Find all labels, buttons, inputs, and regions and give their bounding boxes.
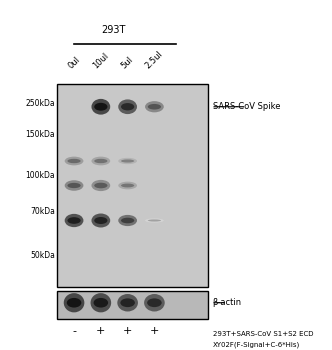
Ellipse shape bbox=[118, 99, 137, 114]
Text: +: + bbox=[150, 326, 159, 336]
Ellipse shape bbox=[121, 160, 134, 162]
Text: +: + bbox=[96, 326, 106, 336]
Ellipse shape bbox=[65, 157, 83, 166]
Ellipse shape bbox=[94, 298, 108, 308]
Ellipse shape bbox=[147, 298, 162, 307]
Text: 100kDa: 100kDa bbox=[26, 170, 55, 180]
Ellipse shape bbox=[91, 293, 111, 312]
Ellipse shape bbox=[94, 183, 108, 188]
Ellipse shape bbox=[67, 159, 81, 163]
Text: 70kDa: 70kDa bbox=[30, 207, 55, 216]
Ellipse shape bbox=[118, 182, 137, 189]
Ellipse shape bbox=[145, 101, 164, 112]
Text: 293T: 293T bbox=[101, 25, 125, 35]
Text: 293T+SARS-CoV S1+S2 ECD: 293T+SARS-CoV S1+S2 ECD bbox=[213, 331, 313, 337]
Text: 5ul: 5ul bbox=[120, 55, 135, 70]
Ellipse shape bbox=[94, 103, 108, 111]
Text: 0ul: 0ul bbox=[66, 55, 82, 70]
Text: XY02F(F-Signal+C-6*His): XY02F(F-Signal+C-6*His) bbox=[213, 342, 300, 348]
Text: β-actin: β-actin bbox=[213, 298, 242, 307]
Ellipse shape bbox=[91, 157, 110, 166]
Ellipse shape bbox=[118, 215, 137, 226]
Ellipse shape bbox=[121, 183, 134, 188]
Ellipse shape bbox=[117, 294, 138, 312]
Text: -: - bbox=[72, 326, 76, 336]
Text: 150kDa: 150kDa bbox=[26, 130, 55, 139]
Ellipse shape bbox=[67, 298, 81, 308]
Ellipse shape bbox=[145, 218, 164, 223]
Ellipse shape bbox=[120, 298, 135, 307]
Ellipse shape bbox=[121, 103, 134, 111]
Ellipse shape bbox=[144, 294, 165, 312]
Text: +: + bbox=[123, 326, 132, 336]
Ellipse shape bbox=[65, 180, 83, 191]
Text: 2.5ul: 2.5ul bbox=[144, 49, 165, 70]
Ellipse shape bbox=[94, 217, 108, 224]
Text: 10ul: 10ul bbox=[91, 51, 111, 70]
Bar bbox=[57, 290, 208, 318]
Ellipse shape bbox=[118, 158, 137, 164]
Ellipse shape bbox=[64, 293, 84, 312]
Ellipse shape bbox=[91, 99, 110, 115]
Text: SARS-CoV Spike: SARS-CoV Spike bbox=[213, 102, 280, 111]
Ellipse shape bbox=[148, 104, 161, 110]
Ellipse shape bbox=[65, 214, 83, 227]
Ellipse shape bbox=[91, 214, 110, 228]
Ellipse shape bbox=[121, 218, 134, 223]
Ellipse shape bbox=[148, 219, 161, 222]
Ellipse shape bbox=[91, 180, 110, 191]
Ellipse shape bbox=[67, 217, 81, 224]
Ellipse shape bbox=[67, 183, 81, 188]
Text: 250kDa: 250kDa bbox=[26, 99, 55, 108]
Text: 50kDa: 50kDa bbox=[30, 251, 55, 260]
Bar bbox=[57, 84, 208, 287]
Ellipse shape bbox=[94, 159, 108, 163]
